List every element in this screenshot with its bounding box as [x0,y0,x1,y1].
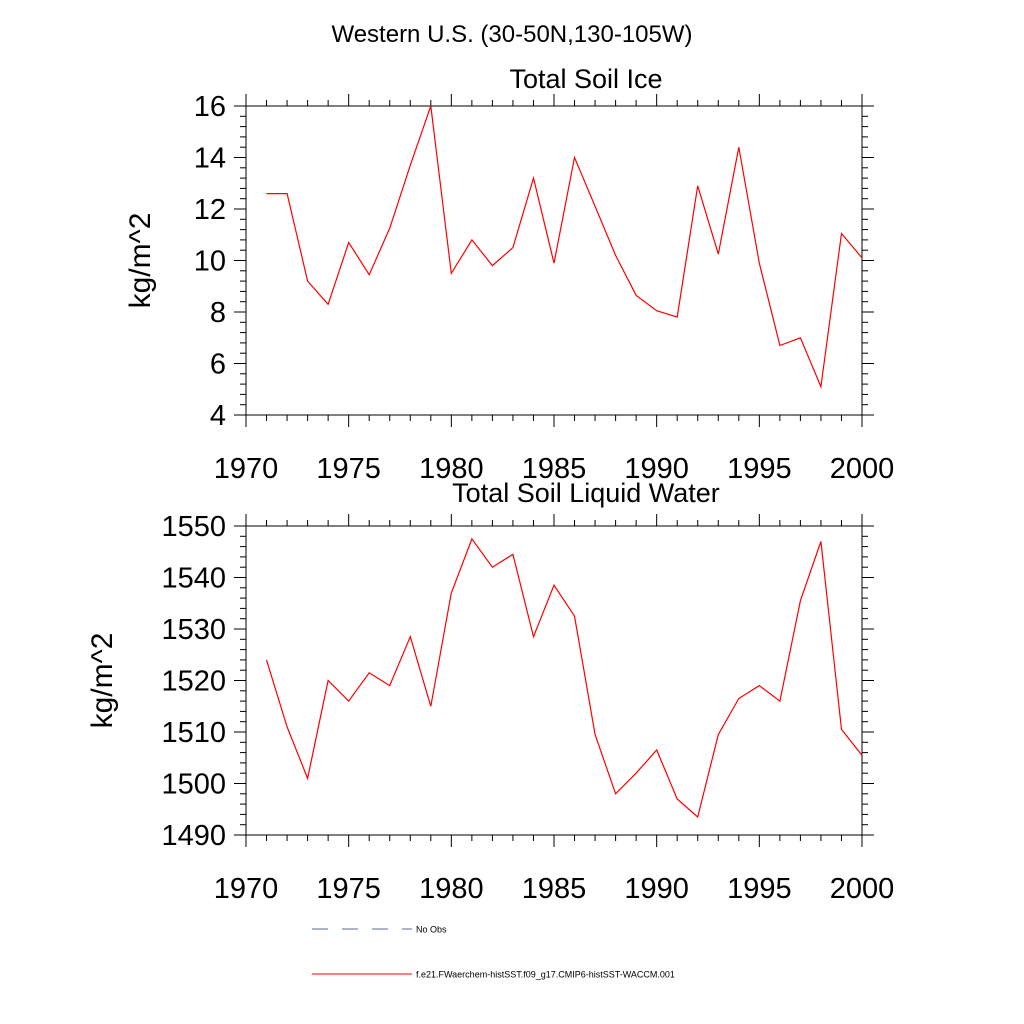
y-tick-label: 1510 [161,717,226,749]
y-tick-label: 4 [210,400,226,432]
plot-frame [245,525,863,836]
y-tick-label: 1530 [161,614,226,646]
y-tick-label: 16 [194,91,226,123]
x-tick-label: 1970 [214,873,279,905]
x-tick-label: 1995 [727,453,792,485]
y-axis-label: kg/m^2 [86,633,119,729]
x-tick-label: 1970 [214,453,279,485]
chart-title: Total Soil Liquid Water [452,478,720,508]
chart-panel-1: Total Soil Ice kg/m^2 1970 1975 1980 1985 1990… [124,64,894,485]
chart-panel-2: Total Soil Liquid Water kg/m^2 1970 1975 198… [86,478,894,905]
series-line-1 [266,105,863,389]
y-tick-label: 6 [210,349,226,381]
y-tick-label: 1520 [161,666,226,698]
x-tick-label: 1980 [419,873,484,905]
series-line-1 [265,537,863,819]
x-tick-label: 1990 [624,873,689,905]
y-tick-label: 14 [194,143,226,175]
y-tick-label: 8 [210,297,226,329]
page-title: Western U.S. (30-50N,130-105W) [331,21,692,48]
y-tick-label: 1550 [161,511,226,543]
chart-panels: Total Soil Ice kg/m^2 1970 1975 1980 1985 1990… [86,64,894,905]
x-tick-label: 1985 [522,453,587,485]
legend-label-1: No Obs [416,925,447,935]
x-tick-label: 1995 [727,873,792,905]
chart-title: Total Soil Ice [509,64,662,94]
x-tick-label: 1975 [316,873,381,905]
legend-label-2: f.e21.FWaerchem-histSST.f09_g17.CMIP6-hi… [416,970,675,980]
x-tick-label: 1975 [316,453,381,485]
y-tick-label: 10 [194,246,226,278]
x-tick-label: 1985 [522,873,587,905]
x-tick-label: 1990 [624,453,689,485]
y-tick-label: 1490 [161,820,226,852]
x-tick-label: 2000 [830,873,895,905]
legend: No Obs f.e21.FWaerchem-histSST.f09_g17.CM… [312,925,675,980]
y-tick-label: 1540 [161,563,226,595]
y-tick-label: 1500 [161,769,226,801]
y-tick-label: 12 [194,194,226,226]
x-tick-label: 1980 [419,453,484,485]
x-tick-label: 2000 [830,453,895,485]
y-axis-label: kg/m^2 [124,213,157,309]
